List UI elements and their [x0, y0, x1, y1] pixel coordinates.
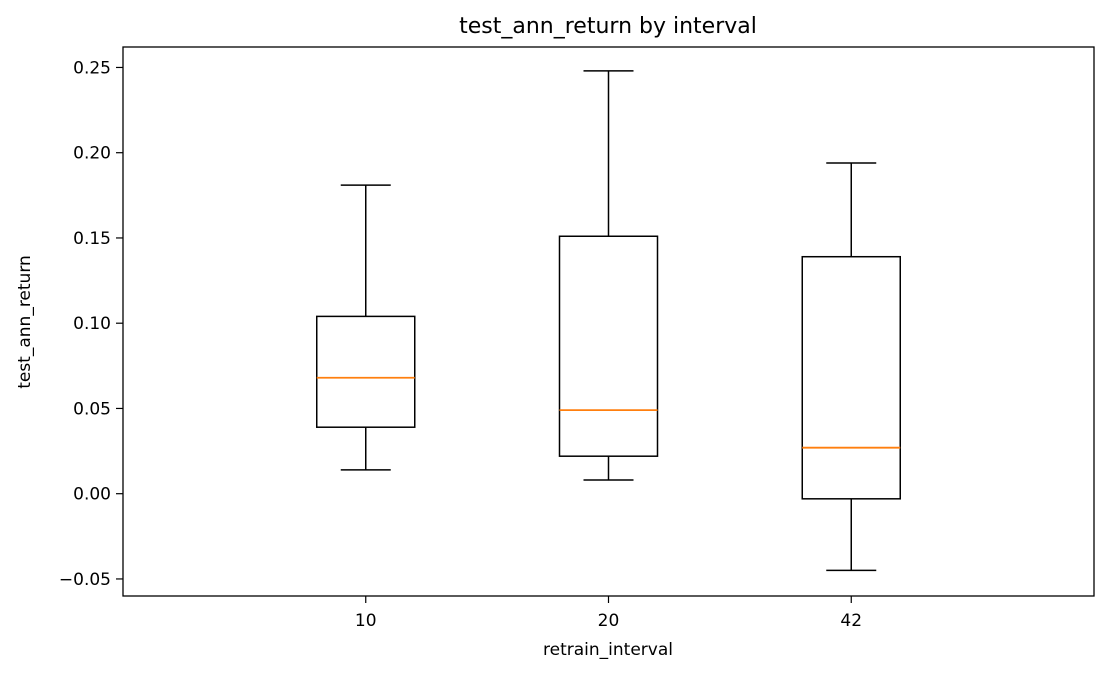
box-10 [316, 315, 416, 428]
y-tick-label: 0.20 [73, 144, 111, 164]
box-42 [801, 255, 901, 500]
x-axis-label: retrain_interval [543, 640, 673, 660]
y-tick-label: −0.05 [59, 570, 111, 590]
y-tick-label: 0.00 [73, 485, 111, 505]
chart-title: test_ann_return by interval [459, 14, 757, 39]
x-tick-label: 42 [840, 611, 862, 631]
y-axis-label: test_ann_return [15, 255, 35, 389]
y-tick-label: 0.10 [73, 314, 111, 334]
y-tick-label: 0.05 [73, 399, 111, 419]
plot-area: −0.05 0.00 0.05 0.10 0.15 0.20 0.25 10 20 42 [59, 46, 1095, 631]
y-tick-label: 0.25 [73, 58, 111, 78]
x-tick-label: 20 [598, 611, 620, 631]
y-tick-label: 0.15 [73, 229, 111, 249]
x-tick-label: 10 [355, 611, 377, 631]
box-20 [558, 235, 659, 457]
